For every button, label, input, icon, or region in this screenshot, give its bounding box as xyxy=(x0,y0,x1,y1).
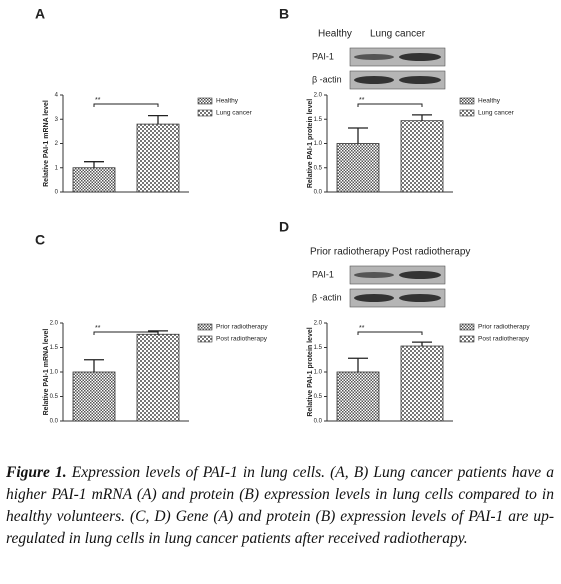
legend-label: Healthy xyxy=(478,98,501,105)
significance-bracket xyxy=(93,103,159,107)
blot-strip xyxy=(349,265,446,285)
blot-column-label: Prior radiotherapy xyxy=(310,247,389,258)
blot-band xyxy=(399,76,441,84)
blot-row-label: β -actin xyxy=(312,74,342,84)
panel-label: B xyxy=(279,6,289,22)
error-bar xyxy=(84,161,104,168)
y-tick-label: 1.0 xyxy=(314,370,323,376)
error-bar xyxy=(348,357,368,372)
error-bar xyxy=(84,359,104,372)
legend-swatch xyxy=(197,335,213,343)
bar xyxy=(72,167,116,193)
y-tick-label: 0.5 xyxy=(314,165,323,171)
legend-label: Post radiotherapy xyxy=(478,336,530,343)
legend-label: Lung cancer xyxy=(478,110,515,117)
error-bar xyxy=(348,127,368,144)
y-axis-label: Relative PAI-1 protein level xyxy=(307,99,314,188)
blot-row-label: PAI-1 xyxy=(312,51,334,61)
y-tick-label: 1.0 xyxy=(50,370,59,376)
legend-swatch xyxy=(459,109,475,117)
panel-label: A xyxy=(35,6,45,22)
y-axis-label: Relative PAI-1 mRNA level xyxy=(43,329,50,416)
y-tick-label: 2.0 xyxy=(314,321,323,327)
caption: Figure 1. Expression levels of PAI-1 in … xyxy=(6,462,554,550)
y-tick-label: 0 xyxy=(55,190,59,196)
blot-band xyxy=(399,53,441,61)
legend-swatch xyxy=(459,323,475,331)
significance-label: ** xyxy=(95,325,101,332)
legend-swatch xyxy=(459,335,475,343)
legend-label: Prior radiotherapy xyxy=(216,324,268,331)
y-tick-label: 1.0 xyxy=(314,141,323,147)
error-bar xyxy=(412,341,432,347)
significance-bracket xyxy=(357,103,423,107)
y-tick-label: 2 xyxy=(55,141,59,147)
significance-bracket xyxy=(93,331,159,335)
panel-label: D xyxy=(279,219,289,235)
blot-band xyxy=(354,272,394,278)
caption-label: Figure 1. xyxy=(6,464,67,481)
bar xyxy=(400,120,444,193)
y-tick-label: 2.0 xyxy=(50,321,59,327)
legend-label: Post radiotherapy xyxy=(216,336,268,343)
blot-row-label: PAI-1 xyxy=(312,269,334,279)
significance-bracket xyxy=(357,331,423,335)
y-axis-label: Relative PAI-1 mRNA level xyxy=(43,100,50,187)
blot-band xyxy=(354,294,394,302)
significance-label: ** xyxy=(359,325,365,332)
y-tick-label: 2.0 xyxy=(314,93,323,99)
panel-label: C xyxy=(35,232,45,248)
y-tick-label: 0.0 xyxy=(50,419,59,425)
blot-row-label: β -actin xyxy=(312,292,342,302)
y-tick-label: 1.5 xyxy=(314,117,323,123)
y-tick-label: 0.0 xyxy=(314,419,323,425)
figure: A Relative PAI-1 mRNA level 0 1 2 3 4 Healthy Lu… xyxy=(35,6,530,425)
bar xyxy=(336,143,380,193)
legend-swatch xyxy=(197,97,213,105)
legend-swatch xyxy=(459,97,475,105)
blot-column-label: Healthy xyxy=(318,29,352,40)
significance-label: ** xyxy=(95,97,101,104)
blot-band xyxy=(399,294,441,302)
y-tick-label: 1.5 xyxy=(50,345,59,351)
bar xyxy=(136,123,180,193)
y-tick-label: 1 xyxy=(55,165,59,171)
legend-label: Lung cancer xyxy=(216,110,253,117)
y-tick-label: 3 xyxy=(55,117,59,123)
bar xyxy=(72,371,116,422)
blot-band xyxy=(399,271,441,279)
legend-label: Healthy xyxy=(216,98,239,105)
legend-label: Prior radiotherapy xyxy=(478,324,530,331)
y-tick-label: 4 xyxy=(55,93,59,99)
significance-label: ** xyxy=(359,97,365,104)
blot-band xyxy=(354,76,394,84)
legend-swatch xyxy=(197,109,213,117)
blot-strip xyxy=(349,288,446,308)
y-axis-label: Relative PAI-1 protein level xyxy=(307,327,314,416)
y-tick-label: 0.5 xyxy=(50,394,59,400)
blot-column-label: Post radiotherapy xyxy=(392,247,470,258)
y-tick-label: 0.0 xyxy=(314,190,323,196)
legend-swatch xyxy=(197,323,213,331)
y-tick-label: 1.5 xyxy=(314,345,323,351)
y-tick-label: 0.5 xyxy=(314,394,323,400)
caption-text: Expression levels of PAI-1 in lung cells… xyxy=(6,464,554,547)
bar xyxy=(336,371,380,422)
bar xyxy=(136,333,180,422)
blot-strip xyxy=(349,47,446,67)
blot-band xyxy=(354,54,394,60)
bar xyxy=(400,345,444,422)
error-bar xyxy=(412,114,432,121)
blot-strip xyxy=(349,70,446,90)
blot-column-label: Lung cancer xyxy=(370,29,426,40)
error-bar xyxy=(148,114,168,125)
